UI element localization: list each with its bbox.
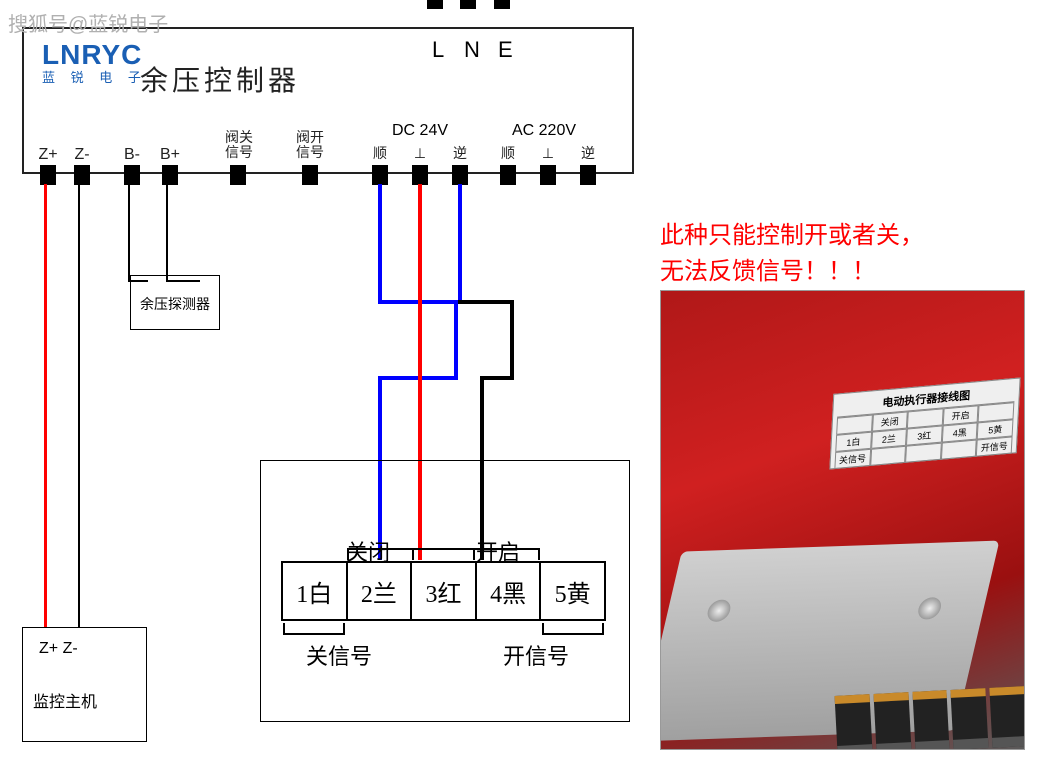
warning-line-2: 无法反馈信号！！！ bbox=[660, 254, 924, 290]
label-open-sig: 开信号 bbox=[503, 639, 569, 671]
plate-r3c2 bbox=[870, 446, 906, 466]
sketch-inner: 关闭 开启 1白 2兰 3红 4黑 5黄 关信号 开信号 bbox=[281, 501, 606, 681]
plate-r3c5: 开信号 bbox=[976, 436, 1012, 456]
plate-r3c4 bbox=[941, 440, 977, 460]
label-close-sig: 关信号 bbox=[306, 639, 372, 671]
cell-5: 5黄 bbox=[541, 561, 606, 621]
photo-term-1 bbox=[835, 694, 873, 750]
sketch-terminals: 1白 2兰 3红 4黑 5黄 bbox=[281, 561, 606, 621]
top-pin-n bbox=[460, 0, 476, 9]
label-l: L bbox=[432, 37, 444, 63]
top-pin-l bbox=[427, 0, 443, 9]
photo-terminals bbox=[835, 686, 1025, 750]
photo-term-3 bbox=[912, 690, 950, 750]
terminal-sketch: 关闭 开启 1白 2兰 3红 4黑 5黄 关信号 开信号 bbox=[260, 460, 630, 722]
wire-zminus bbox=[78, 184, 80, 627]
wire-dc-rev-h1 bbox=[458, 300, 514, 304]
wire-bplus bbox=[166, 184, 168, 282]
detector-label: 余压探测器 bbox=[140, 296, 210, 312]
section-label-0: DC 24V bbox=[392, 122, 448, 140]
bolt-1 bbox=[705, 599, 732, 622]
logo: LNRYC 蓝 锐 电 子 bbox=[42, 39, 147, 86]
plate-r3c1: 关信号 bbox=[834, 449, 870, 469]
plate-r3c3 bbox=[905, 443, 941, 463]
monitor-label: 监控主机 bbox=[33, 688, 136, 712]
cell-1: 1白 bbox=[281, 561, 348, 621]
watermark-text: 搜狐号@蓝锐电子 bbox=[8, 8, 168, 37]
cell-2: 2兰 bbox=[348, 561, 413, 621]
cell-3: 3红 bbox=[412, 561, 477, 621]
cell-4: 4黑 bbox=[477, 561, 542, 621]
bottom-label-4: 阀关 信号 bbox=[225, 130, 253, 766]
wire-dc-rev-v2 bbox=[510, 300, 514, 380]
actuator-photo: 电动执行器接线图 关闭 开启 1白 2兰 3红 4黑 5黄 关信号 开信号 bbox=[660, 290, 1025, 750]
bracket-bot-open bbox=[542, 623, 604, 635]
photo-term-2 bbox=[873, 692, 911, 750]
photo-term-4 bbox=[951, 688, 989, 750]
wire-dc-fwd-v2 bbox=[454, 300, 458, 380]
logo-sub: 蓝 锐 电 子 bbox=[42, 67, 147, 86]
monitor-box: Z+ Z- 监控主机 bbox=[22, 627, 147, 742]
label-n: N bbox=[464, 37, 480, 63]
warning-text: 此种只能控制开或者关， 无法反馈信号！！！ bbox=[660, 218, 924, 290]
wire-zplus bbox=[44, 184, 47, 627]
section-label-1: AC 220V bbox=[512, 122, 576, 140]
bottom-label-3: B+ bbox=[160, 146, 180, 766]
controller-title: 余压控制器 bbox=[140, 59, 300, 99]
wire-dc-rev-v1 bbox=[458, 184, 462, 304]
top-pin-e bbox=[494, 0, 510, 9]
monitor-terminals: Z+ Z- bbox=[39, 640, 136, 658]
wire-bminus bbox=[128, 184, 130, 282]
bolt-2 bbox=[916, 597, 943, 620]
label-e: E bbox=[498, 37, 513, 63]
photo-term-5 bbox=[990, 686, 1025, 748]
detector-box: 余压探测器 bbox=[130, 275, 220, 330]
warning-line-1: 此种只能控制开或者关， bbox=[660, 218, 924, 254]
wire-dc-fwd-v1 bbox=[378, 184, 382, 304]
actuator-plate: 电动执行器接线图 关闭 开启 1白 2兰 3红 4黑 5黄 关信号 开信号 bbox=[829, 377, 1020, 469]
wire-dc-rev-h2 bbox=[480, 376, 514, 380]
bracket-bot-close bbox=[283, 623, 345, 635]
